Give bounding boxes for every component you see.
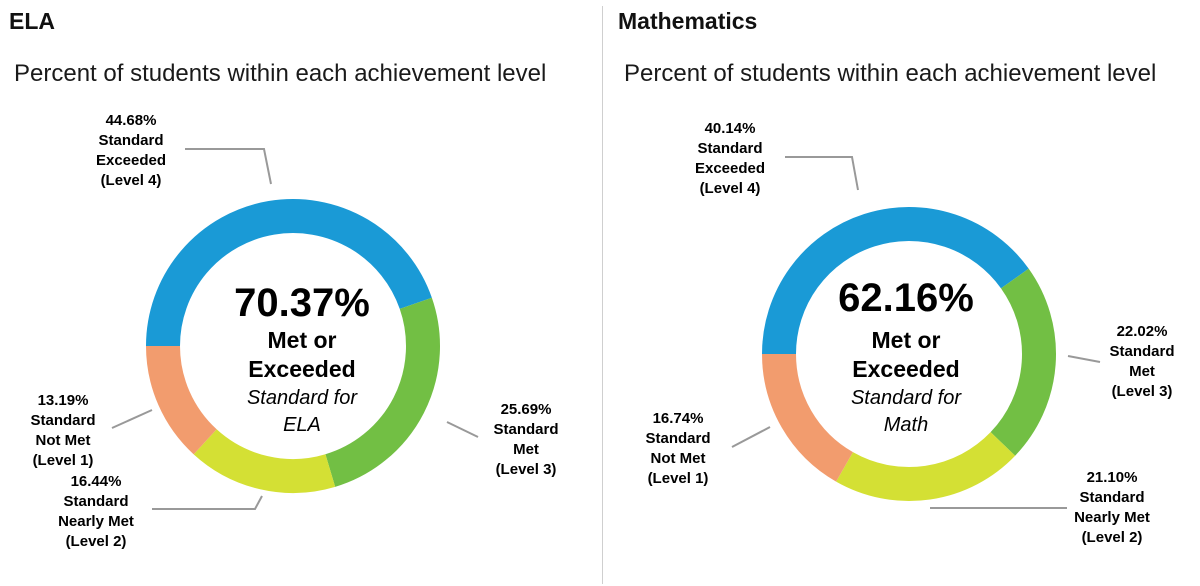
- label-level2-line2: Nearly Met: [58, 513, 134, 530]
- panel-divider: [602, 6, 603, 584]
- label-level1-line2: Not Met: [36, 432, 91, 449]
- label-level2-line3: (Level 2): [1082, 529, 1143, 546]
- math-panel: Mathematics Percent of students within e…: [602, 0, 1200, 586]
- label-level4-line1: Standard: [697, 140, 762, 157]
- label-level3-line3: (Level 3): [1112, 383, 1173, 400]
- slice-level3: [990, 268, 1056, 456]
- label-level2-percent: 21.10%: [1087, 469, 1138, 486]
- label-level2-line1: Standard: [1079, 489, 1144, 506]
- leader-line-level4: [185, 148, 272, 185]
- chart-title: Percent of students within each achievem…: [624, 60, 1157, 87]
- label-level1-line2: Not Met: [651, 450, 706, 467]
- leader-lines: [731, 156, 1101, 509]
- subject-title: Mathematics: [618, 8, 758, 34]
- label-level4-percent: 40.14%: [705, 120, 756, 137]
- slice-level4: [762, 207, 1029, 355]
- slice-labels: 40.14% Standard Exceeded (Level 4) 22.02…: [645, 120, 1174, 546]
- label-level1-percent: 13.19%: [38, 392, 89, 409]
- slice-level2: [836, 431, 1016, 501]
- label-level3-line3: (Level 3): [496, 461, 557, 478]
- leader-line-level3: [446, 421, 479, 438]
- slice-level2: [193, 428, 336, 493]
- label-level1-line3: (Level 1): [33, 452, 94, 469]
- label-level2-percent: 16.44%: [71, 473, 122, 490]
- label-level2-line1: Standard: [63, 493, 128, 510]
- label-level4-line3: (Level 4): [101, 172, 162, 189]
- slice-level1: [762, 353, 854, 482]
- ela-panel: ELA Percent of students within each achi…: [9, 8, 559, 550]
- center-line2: Exceeded: [248, 356, 355, 382]
- label-level4-line1: Standard: [98, 132, 163, 149]
- label-level3-line1: Standard: [493, 421, 558, 438]
- chart-title: Percent of students within each achievem…: [14, 60, 547, 87]
- label-level2-line2: Nearly Met: [1074, 509, 1150, 526]
- leader-line-level3: [1067, 355, 1101, 363]
- label-level3-percent: 25.69%: [501, 401, 552, 418]
- subject-title: ELA: [9, 8, 55, 34]
- slice-labels: 44.68% Standard Exceeded (Level 4) 25.69…: [30, 112, 558, 550]
- label-level3-line2: Met: [1129, 363, 1155, 380]
- leader-line-level4: [785, 156, 859, 191]
- label-level3-line1: Standard: [1109, 343, 1174, 360]
- label-level3-percent: 22.02%: [1117, 323, 1168, 340]
- slice-level1: [146, 345, 217, 455]
- leader-line-level1: [731, 426, 771, 448]
- label-level1-line1: Standard: [30, 412, 95, 429]
- center-line4: ELA: [283, 414, 321, 436]
- center-line1: Met or: [872, 327, 941, 353]
- label-level1-percent: 16.74%: [653, 410, 704, 427]
- center-line3: Standard for: [247, 387, 358, 409]
- label-level4-line2: Exceeded: [96, 152, 166, 169]
- leader-lines: [111, 148, 479, 510]
- donut-ring: [762, 207, 1056, 501]
- donut-ring: [146, 199, 440, 493]
- center-line1: Met or: [268, 327, 337, 353]
- label-level3-line2: Met: [513, 441, 539, 458]
- slice-level4: [146, 199, 432, 347]
- leader-line-level1: [111, 409, 153, 429]
- donut-chart: 62.16% Met or Exceeded Standard for Math…: [645, 120, 1174, 546]
- leader-line-level2: [152, 495, 263, 510]
- label-level4-percent: 44.68%: [106, 112, 157, 129]
- center-label: 70.37% Met or Exceeded Standard for ELA: [234, 281, 370, 436]
- center-line4: Math: [884, 414, 928, 436]
- label-level4-line3: (Level 4): [700, 180, 761, 197]
- center-line3: Standard for: [851, 387, 962, 409]
- label-level2-line3: (Level 2): [66, 533, 127, 550]
- slice-level3: [325, 297, 440, 487]
- center-line2: Exceeded: [852, 356, 959, 382]
- label-level4-line2: Exceeded: [695, 160, 765, 177]
- center-label: 62.16% Met or Exceeded Standard for Math: [838, 276, 974, 436]
- center-percent: 70.37%: [234, 281, 370, 325]
- label-level1-line3: (Level 1): [648, 470, 709, 487]
- label-level1-line1: Standard: [645, 430, 710, 447]
- donut-chart: 70.37% Met or Exceeded Standard for ELA …: [30, 112, 558, 550]
- center-percent: 62.16%: [838, 276, 974, 320]
